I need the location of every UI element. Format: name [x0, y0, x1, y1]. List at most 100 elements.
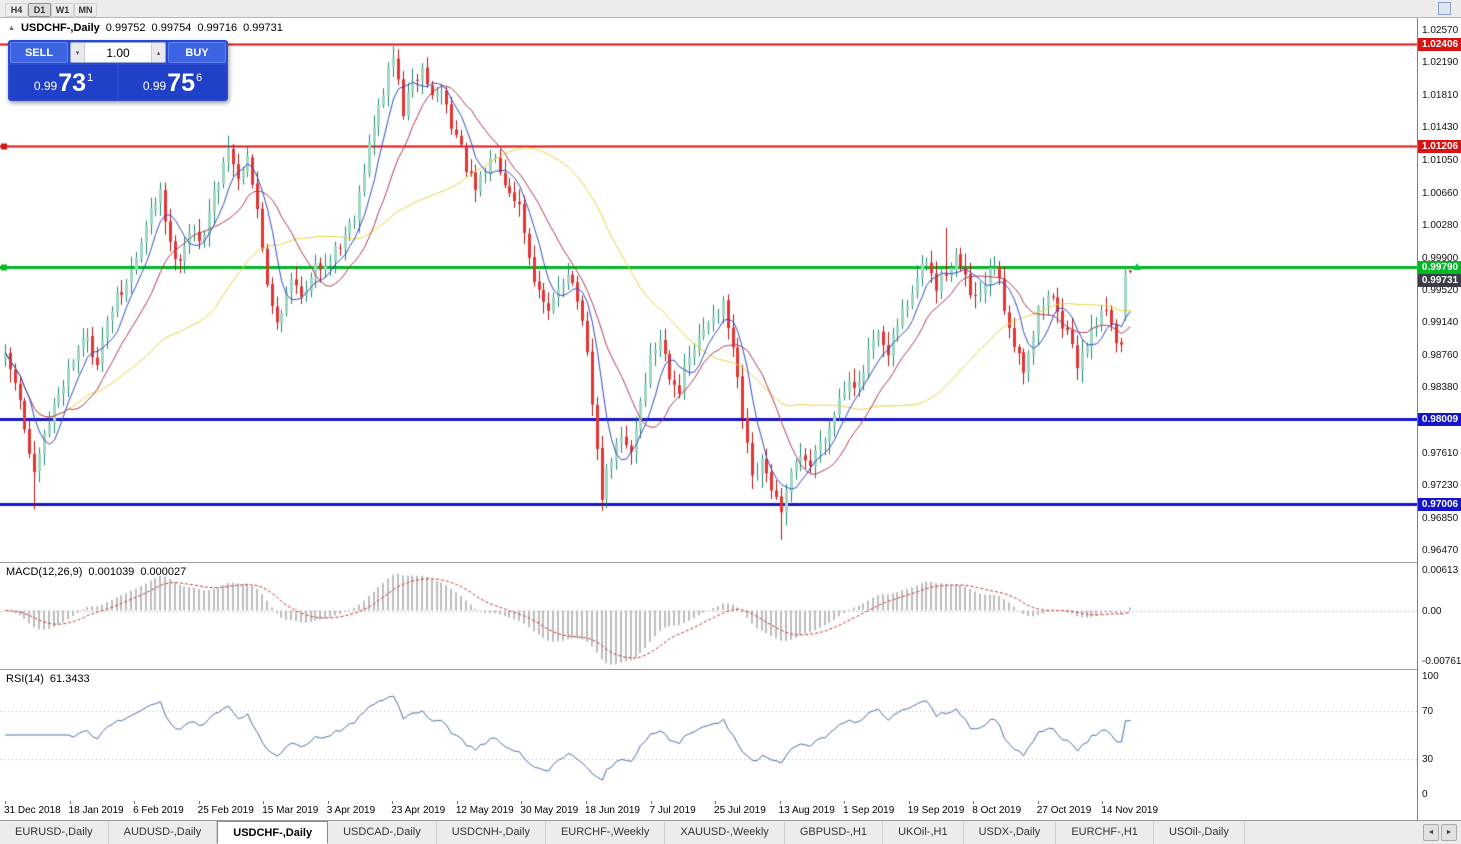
timeframe-button-w1[interactable]: W1 [51, 3, 74, 17]
price-tick: 1.01430 [1422, 122, 1459, 134]
price-tick: 0.97230 [1422, 480, 1459, 492]
chart-tab[interactable]: USOil-,Daily [1153, 821, 1245, 844]
price-tick: 0.99900 [1422, 252, 1459, 264]
macd-canvas[interactable] [0, 562, 1417, 669]
window-control-button[interactable] [1438, 2, 1451, 15]
date-tick-mark [844, 801, 846, 804]
date-tick-mark [521, 801, 523, 804]
date-label: 1 Sep 2019 [843, 805, 895, 816]
price-tick: 0.99520 [1422, 285, 1459, 296]
last-price-price-label: 0.99731 [1418, 274, 1461, 287]
resistance-line-price-label: 1.02406 [1418, 37, 1461, 51]
date-label: 19 Sep 2019 [907, 805, 965, 816]
buy-price-sup: 6 [196, 72, 203, 84]
symbol-period-label: USDCHF-,Daily [20, 22, 100, 34]
date-label: 23 Apr 2019 [391, 805, 446, 816]
date-label: 7 Jul 2019 [649, 805, 696, 816]
date-tick-mark [650, 801, 652, 804]
date-tick-mark [5, 801, 6, 804]
date-label: 15 Mar 2019 [262, 805, 319, 816]
date-tick-mark [908, 801, 910, 804]
volume-decrease-icon[interactable]: ▾ [71, 43, 85, 62]
volume-value[interactable]: 1.00 [106, 45, 130, 60]
date-label: 14 Nov 2019 [1101, 805, 1159, 816]
volume-spinner[interactable]: ▾ 1.00 ▴ [70, 42, 166, 63]
one-click-trading-panel: SELL ▾ 1.00 ▴ BUY 0.99 73 1 0.99 75 6 [8, 40, 228, 101]
price-tick: 1.00660 [1422, 187, 1459, 199]
sell-button[interactable]: SELL [10, 42, 68, 63]
alert-line-price-label: 0.99790 [1418, 260, 1461, 274]
ohlc-high: 0.99754 [151, 22, 192, 34]
date-label: 25 Jul 2019 [714, 805, 766, 816]
chart-tab-bar: EURUSD-,Daily AUDUSD-,Daily USDCHF-,Daily U… [0, 820, 1461, 844]
macd-panel-divider[interactable] [0, 562, 1461, 563]
chart-tab[interactable]: EURUSD-,Daily [0, 821, 109, 844]
chart-tab[interactable]: EURCHF-,H1 [1056, 821, 1154, 844]
macd-signal-value: 0.000027 [140, 566, 187, 578]
date-label: 30 May 2019 [520, 805, 579, 816]
ohlc-low: 0.99716 [197, 22, 238, 34]
date-tick-mark [263, 801, 265, 804]
main-chart-canvas[interactable] [0, 18, 1417, 562]
timeframe-button-h4[interactable]: H4 [5, 3, 28, 17]
timeframe-button-d1[interactable]: D1 [28, 3, 51, 17]
date-label: 13 Aug 2019 [778, 805, 835, 816]
buy-button[interactable]: BUY [168, 42, 226, 63]
sell-price-sup: 1 [87, 72, 94, 84]
buy-price-small: 0.99 [142, 79, 167, 93]
date-tick-mark [69, 801, 71, 804]
macd-indicator-label: MACD(12,26,9) 0.001039 0.000027 [6, 566, 186, 578]
rsi-canvas[interactable] [0, 669, 1417, 801]
sell-price-display[interactable]: 0.99 73 1 [10, 65, 117, 99]
timeframe-button-mn[interactable]: MN [74, 3, 97, 17]
sell-price-small: 0.99 [33, 79, 58, 93]
date-label: 12 May 2019 [455, 805, 514, 816]
chart-tab[interactable]: AUDUSD-,Daily [108, 821, 218, 844]
collapse-icon[interactable]: ▲ [8, 24, 15, 32]
date-label: 18 Jun 2019 [584, 805, 640, 816]
volume-increase-icon[interactable]: ▴ [151, 43, 165, 62]
price-tick: 0.98380 [1422, 382, 1459, 394]
chart-tab[interactable]: USDCNH-,Daily [436, 821, 546, 844]
date-tick-mark [1037, 801, 1039, 804]
chart-tab[interactable]: XAUUSD-,Weekly [665, 821, 785, 844]
buy-price-display[interactable]: 0.99 75 6 [119, 65, 226, 99]
chart-tab[interactable]: GBPUSD-,H1 [784, 821, 884, 844]
sell-price-big: 73 [58, 69, 87, 97]
chart-tab[interactable]: USDCAD-,Daily [328, 821, 437, 844]
price-tick: 1.02570 [1422, 24, 1459, 36]
tab-scroll-right-icon[interactable]: ► [1441, 824, 1457, 841]
ohlc-open: 0.99752 [105, 22, 146, 34]
macd-tick: -0.00761 [1422, 656, 1461, 667]
chart-tab[interactable]: EURCHF-,Weekly [545, 821, 666, 844]
date-tick-mark [715, 801, 717, 804]
price-tick: 0.97610 [1422, 447, 1459, 459]
date-label: 25 Feb 2019 [197, 805, 254, 816]
tab-scroll-left-icon[interactable]: ◄ [1423, 824, 1439, 841]
support-line-price-label: 0.97006 [1418, 498, 1461, 512]
date-axis[interactable]: 31 Dec 2018 18 Jan 2019 6 Feb 2019 25 Feb 2… [0, 801, 1461, 820]
rsi-tick: 0 [1422, 789, 1428, 800]
macd-tick: 0.00613 [1422, 565, 1459, 576]
chart-tab[interactable]: USDX-,Daily [963, 821, 1057, 844]
price-tick: 1.01810 [1422, 89, 1459, 101]
buy-price-big: 75 [167, 69, 196, 97]
rsi-panel-divider[interactable] [0, 669, 1461, 670]
chart-tabs: EURUSD-,Daily AUDUSD-,Daily USDCHF-,Daily U… [0, 821, 1245, 844]
rsi-value: 61.3433 [49, 673, 90, 685]
date-tick-mark [585, 801, 587, 804]
price-axis[interactable]: 1.02570 1.02190 1.01810 1.01430 1.01050 1.006… [1417, 18, 1461, 820]
support-line-price-label: 0.98009 [1418, 412, 1461, 426]
date-label: 8 Oct 2019 [972, 805, 1022, 816]
price-tick: 0.96470 [1422, 545, 1459, 557]
date-label: 27 Oct 2019 [1036, 805, 1092, 816]
timeframe-button-group: H4 D1 W1 MN [5, 0, 97, 18]
resistance-line-price-label: 1.01206 [1418, 140, 1461, 154]
date-tick-mark [779, 801, 781, 804]
chart-tab[interactable]: UKOil-,H1 [883, 821, 964, 844]
chart-tab[interactable]: USDCHF-,Daily [217, 821, 329, 844]
rsi-indicator-label: RSI(14) 61.3433 [6, 673, 90, 685]
rsi-name: RSI(14) [6, 673, 44, 685]
macd-name: MACD(12,26,9) [6, 566, 83, 578]
